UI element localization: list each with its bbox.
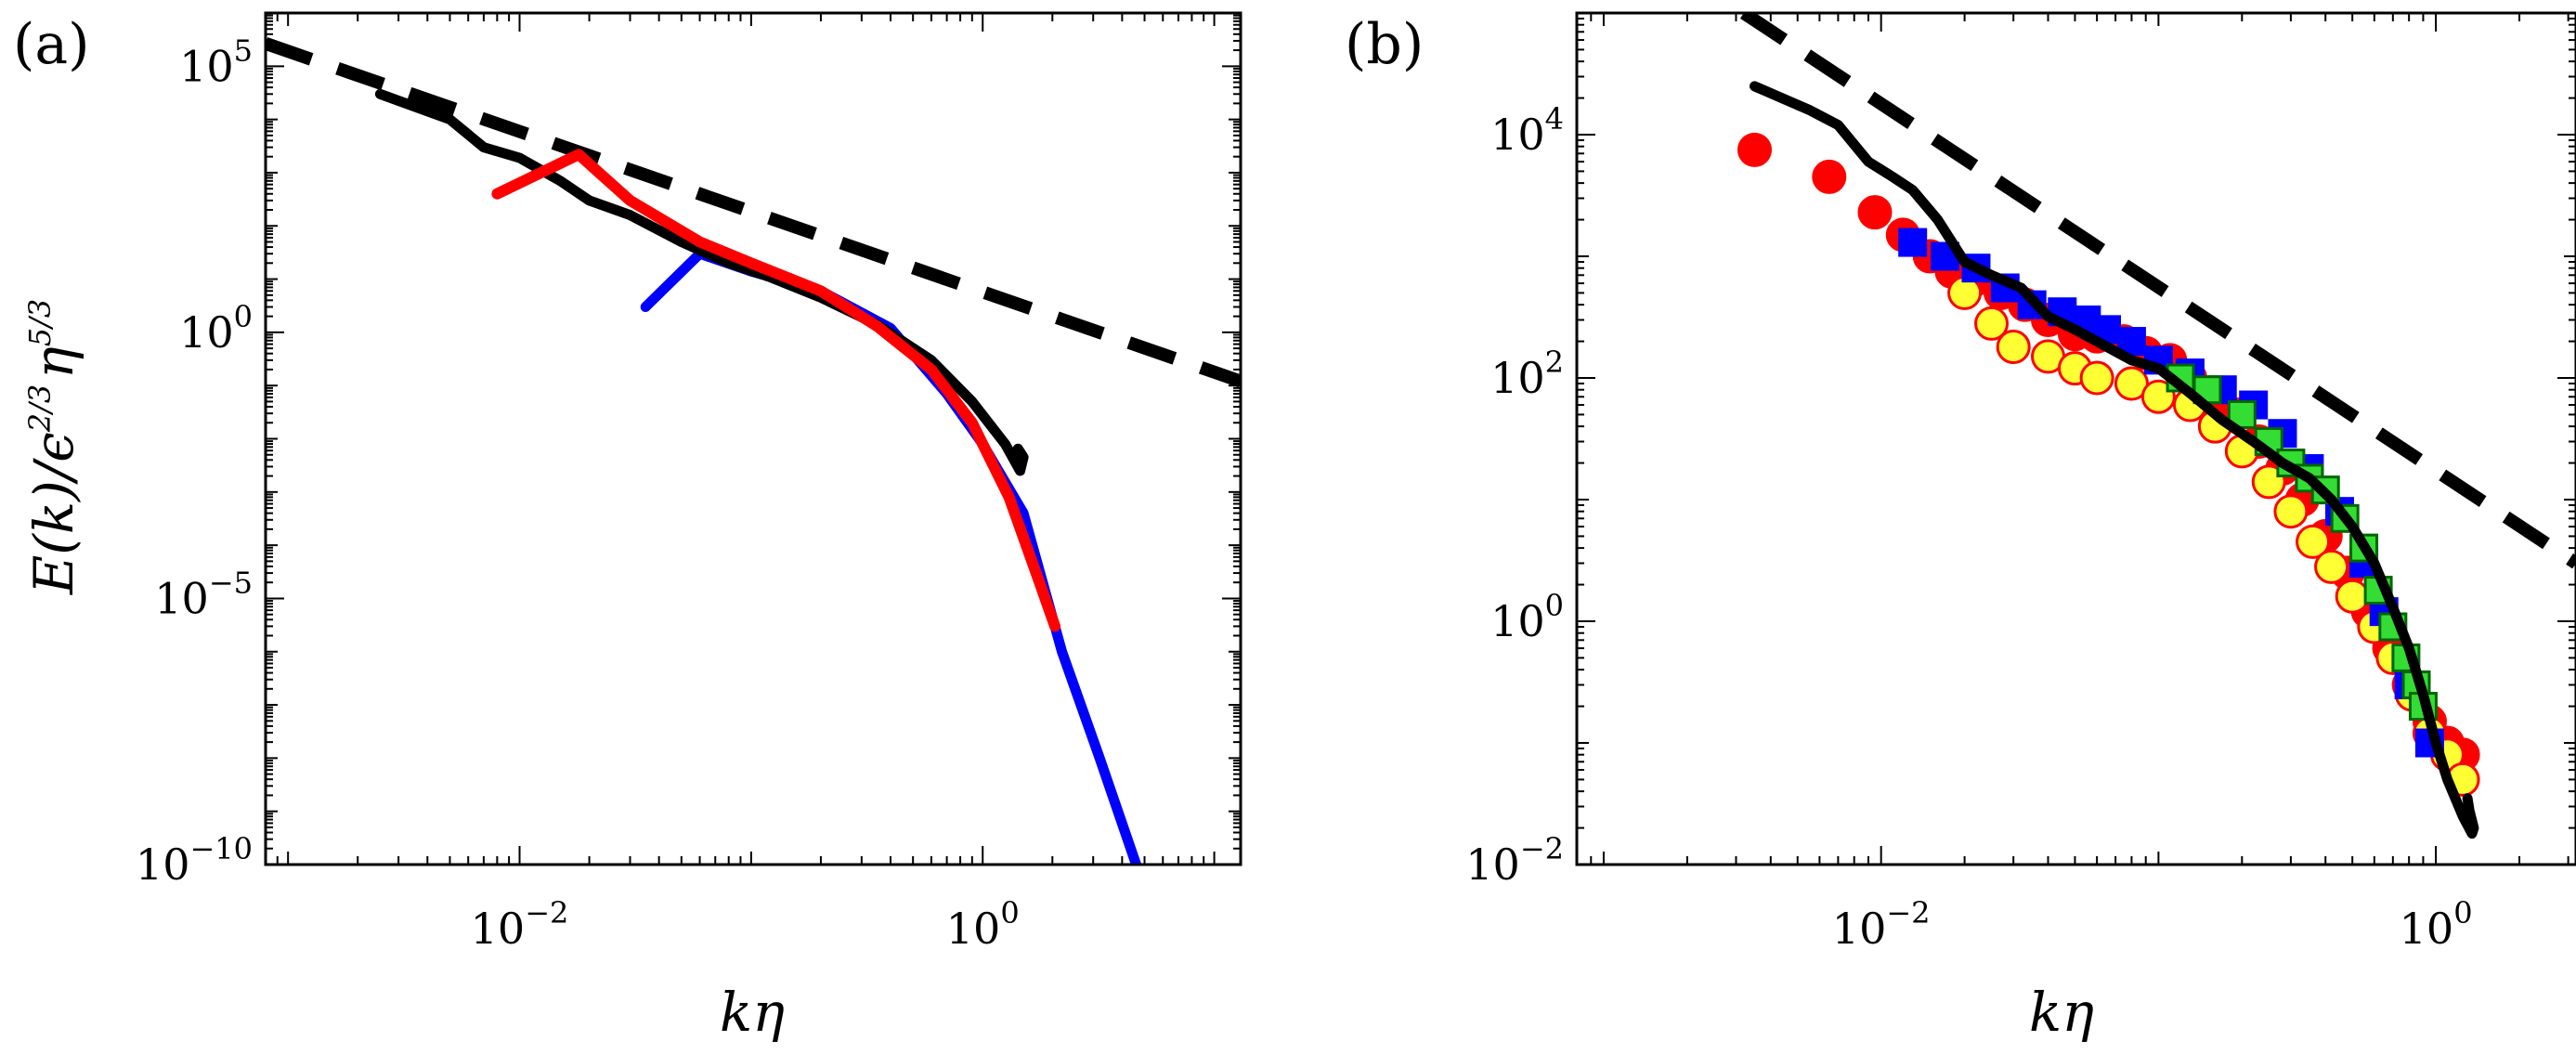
series-line bbox=[374, 88, 1029, 476]
data-point bbox=[1974, 306, 2010, 341]
marker-series bbox=[1898, 228, 2444, 758]
data-point bbox=[1857, 195, 1893, 230]
series-line bbox=[1750, 81, 2479, 839]
data-point bbox=[2296, 524, 2331, 559]
y-tick-label: 100 bbox=[1490, 588, 1564, 646]
panel-b-series bbox=[1737, 13, 2576, 839]
panel-a: (a) 10−2 100 10−10 10−5 100 105 kη E(k)/ϵ2/3… bbox=[13, 11, 1242, 1044]
marker-series bbox=[1947, 275, 2480, 797]
y-tick-label: 102 bbox=[1490, 345, 1564, 403]
x-tick-label: 100 bbox=[946, 895, 1020, 954]
data-point bbox=[2335, 579, 2370, 614]
x-tick-label: 100 bbox=[2400, 895, 2473, 954]
x-tick-label: 10−2 bbox=[471, 895, 569, 954]
data-point bbox=[2116, 327, 2146, 357]
data-point bbox=[1737, 132, 1772, 167]
data-point bbox=[1898, 228, 1928, 257]
y-tick-label: 10−5 bbox=[154, 565, 253, 623]
data-point bbox=[2079, 360, 2114, 396]
y-tick-label: 104 bbox=[1490, 101, 1564, 160]
series-line bbox=[640, 248, 1142, 865]
panel-b-frame bbox=[1575, 11, 2576, 866]
panel-a-frame bbox=[264, 11, 1242, 866]
panel-a-x-tick-labels: 10−2 100 bbox=[471, 895, 1020, 954]
panel-a-series bbox=[266, 37, 1241, 865]
panel-label-b: (b) bbox=[1345, 12, 1424, 77]
reference-line bbox=[1739, 13, 2576, 569]
panel-b-x-tick-labels: 10−2 100 bbox=[1832, 895, 2473, 954]
svg-text:E(k)/ϵ2/3 η5/3: E(k)/ϵ2/3 η5/3 bbox=[22, 293, 85, 595]
data-point bbox=[1996, 330, 2031, 365]
panel-label-a: (a) bbox=[13, 12, 90, 77]
reference-line bbox=[266, 37, 1241, 388]
panel-b: (b) 10−2 100 10−2 100 102 104 kη bbox=[1345, 11, 2576, 1044]
x-axis-label-a: kη bbox=[720, 981, 785, 1044]
marker-series bbox=[1737, 132, 2480, 773]
y-tick-label: 105 bbox=[179, 33, 253, 91]
x-axis-label-b: kη bbox=[2029, 981, 2094, 1044]
y-tick-label: 100 bbox=[179, 299, 253, 358]
y-axis-label-a: E(k)/ϵ2/3 η5/3 bbox=[22, 293, 85, 595]
data-point bbox=[2314, 549, 2349, 584]
x-tick-label: 10−2 bbox=[1832, 895, 1931, 954]
y-tick-label: 10−2 bbox=[1465, 831, 1564, 890]
series-line bbox=[491, 149, 1060, 632]
y-tick-label: 10−10 bbox=[136, 831, 253, 890]
data-point bbox=[2114, 366, 2149, 401]
data-point bbox=[1812, 159, 1847, 194]
panel-a-y-tick-labels: 10−10 10−5 100 105 bbox=[136, 33, 253, 890]
data-point bbox=[2273, 494, 2309, 529]
panel-b-y-tick-labels: 10−2 100 102 104 bbox=[1465, 101, 1564, 890]
